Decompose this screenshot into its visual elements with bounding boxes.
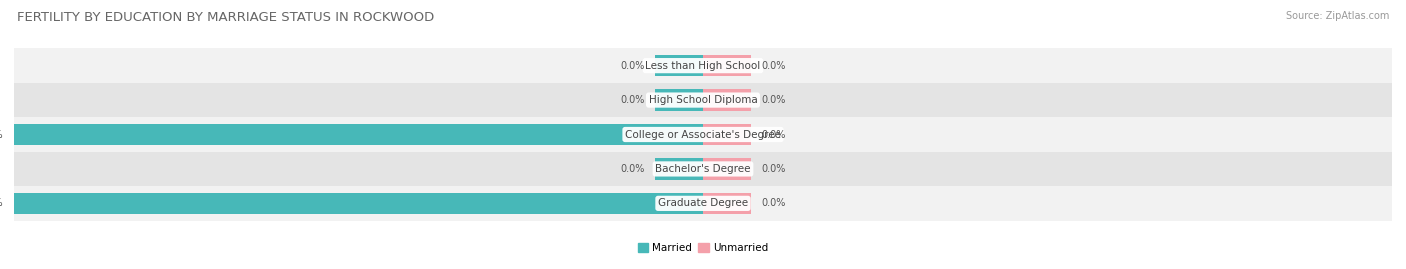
- Bar: [14, 117, 1392, 152]
- Bar: [655, 158, 703, 180]
- Bar: [703, 55, 751, 76]
- Text: 0.0%: 0.0%: [620, 95, 644, 105]
- Bar: [703, 124, 751, 145]
- Bar: [14, 48, 1392, 83]
- Bar: [14, 186, 1392, 221]
- Legend: Married, Unmarried: Married, Unmarried: [638, 243, 768, 253]
- Text: 100.0%: 100.0%: [0, 198, 4, 208]
- Bar: [703, 193, 751, 214]
- Bar: [655, 55, 703, 76]
- Text: FERTILITY BY EDUCATION BY MARRIAGE STATUS IN ROCKWOOD: FERTILITY BY EDUCATION BY MARRIAGE STATU…: [17, 11, 434, 24]
- Bar: [14, 193, 703, 214]
- Bar: [14, 124, 703, 145]
- Text: 0.0%: 0.0%: [762, 198, 786, 208]
- Text: 100.0%: 100.0%: [0, 129, 4, 140]
- Text: High School Diploma: High School Diploma: [648, 95, 758, 105]
- Text: College or Associate's Degree: College or Associate's Degree: [626, 129, 780, 140]
- Text: Bachelor's Degree: Bachelor's Degree: [655, 164, 751, 174]
- Text: Less than High School: Less than High School: [645, 61, 761, 71]
- Text: 0.0%: 0.0%: [762, 164, 786, 174]
- Text: 0.0%: 0.0%: [620, 61, 644, 71]
- Bar: [703, 89, 751, 111]
- Bar: [655, 89, 703, 111]
- Bar: [703, 158, 751, 180]
- Text: Source: ZipAtlas.com: Source: ZipAtlas.com: [1285, 11, 1389, 21]
- Text: 0.0%: 0.0%: [762, 61, 786, 71]
- Text: Graduate Degree: Graduate Degree: [658, 198, 748, 208]
- Text: 0.0%: 0.0%: [762, 95, 786, 105]
- Bar: [14, 152, 1392, 186]
- Text: 0.0%: 0.0%: [620, 164, 644, 174]
- Text: 0.0%: 0.0%: [762, 129, 786, 140]
- Bar: [14, 83, 1392, 117]
